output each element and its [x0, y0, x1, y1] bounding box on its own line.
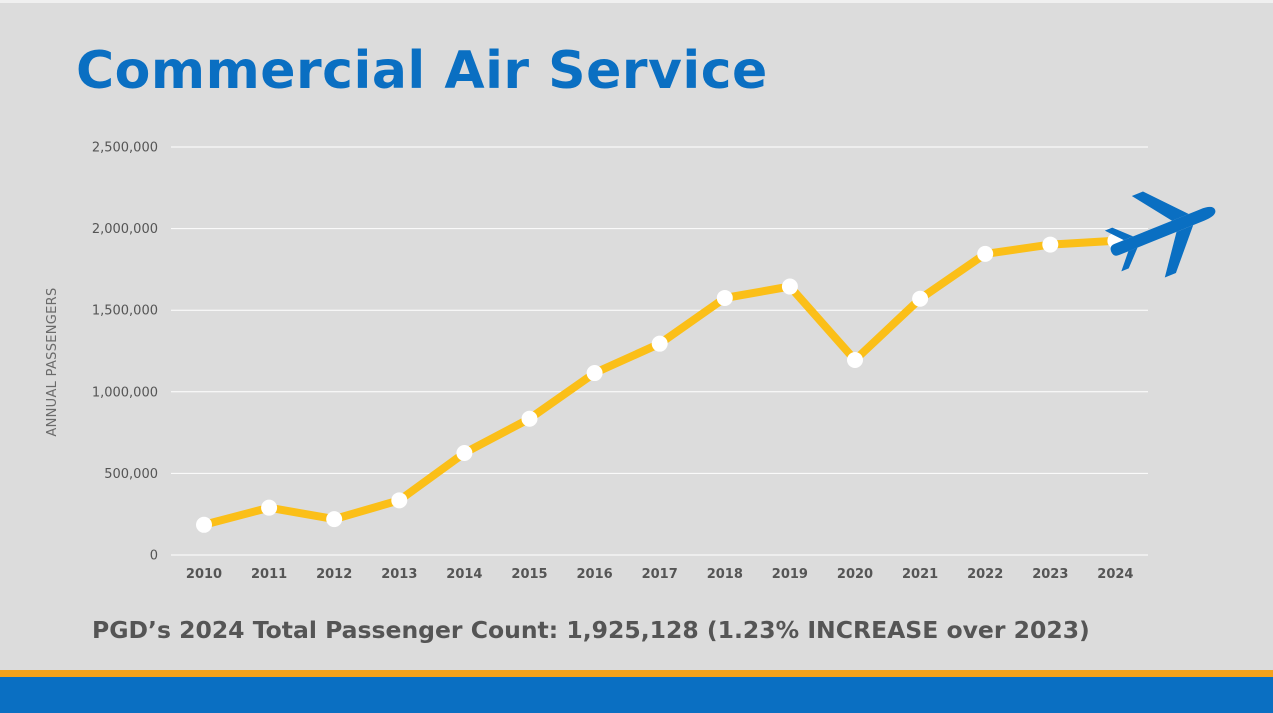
series-line-annual-passengers	[200, 236, 1120, 529]
x-tick-label: 2011	[251, 567, 287, 582]
data-point-2021	[912, 290, 929, 307]
x-tick-label: 2016	[577, 567, 613, 582]
x-tick-label: 2015	[511, 567, 547, 582]
x-tick-label: 2024	[1097, 567, 1133, 582]
x-tick-label: 2020	[837, 567, 873, 582]
data-point-2015	[521, 410, 538, 427]
data-point-2023	[1042, 236, 1059, 253]
y-tick-label: 2,000,000	[92, 222, 158, 237]
data-point-2017	[651, 335, 668, 352]
data-point-2012	[326, 511, 343, 528]
footer-stripe-orange	[0, 670, 1273, 677]
data-markers	[196, 232, 1124, 533]
data-point-2016	[586, 365, 603, 382]
data-point-2018	[716, 289, 733, 306]
x-axis-ticks: 2010 2011 2012 2013 2014 2015 2016 2017 2018 2019…	[186, 567, 1134, 582]
page-title: Commercial Air Service	[76, 41, 768, 101]
top-border	[0, 0, 1273, 3]
data-point-2022	[977, 245, 994, 262]
grid-lines	[171, 146, 1148, 556]
data-point-2011	[261, 499, 278, 516]
x-tick-label: 2017	[642, 567, 678, 582]
x-tick-label: 2010	[186, 567, 222, 582]
footer-band-blue	[0, 677, 1273, 713]
airplane-icon	[1104, 191, 1216, 278]
y-tick-label: 500,000	[104, 467, 158, 482]
y-tick-label: 1,000,000	[92, 385, 158, 400]
x-tick-label: 2013	[381, 567, 417, 582]
data-point-2010	[196, 516, 212, 533]
x-tick-label: 2022	[967, 567, 1003, 582]
x-tick-label: 2018	[707, 567, 743, 582]
y-tick-label: 2,500,000	[92, 141, 158, 156]
x-tick-label: 2019	[772, 567, 808, 582]
y-axis-label: ANNUAL PASSENGERS	[45, 287, 60, 436]
data-point-2020	[847, 351, 863, 368]
data-point-2014	[456, 445, 473, 461]
x-tick-label: 2021	[902, 567, 938, 582]
data-point-2019	[781, 278, 798, 295]
summary-text: PGD’s 2024 Total Passenger Count: 1,925,…	[92, 616, 1090, 644]
x-tick-label: 2014	[446, 567, 482, 582]
y-axis-ticks: 0 500,000 1,000,000 1,500,000 2,000,000 2,500…	[92, 141, 158, 564]
x-tick-label: 2012	[316, 567, 352, 582]
x-tick-label: 2023	[1032, 567, 1068, 582]
y-tick-label: 0	[150, 549, 158, 564]
data-point-2013	[391, 492, 408, 509]
y-tick-label: 1,500,000	[92, 304, 158, 319]
